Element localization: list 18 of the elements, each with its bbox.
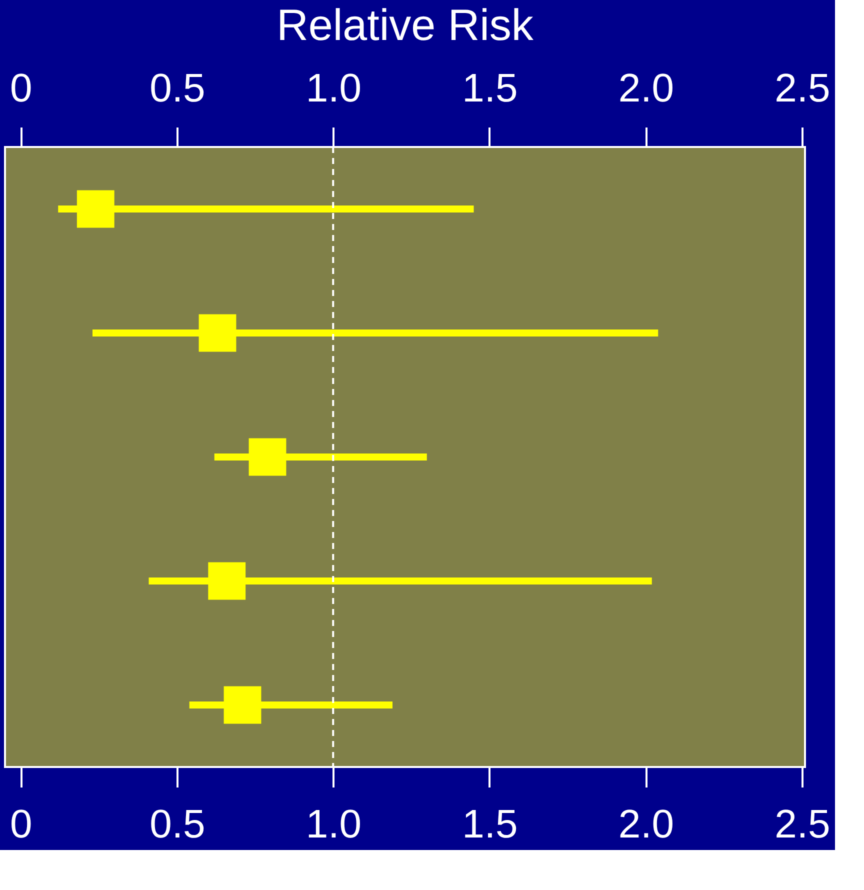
x-tick-label: 0.5 — [150, 802, 206, 846]
point — [76, 190, 114, 228]
x2-tick-label: 1.0 — [306, 66, 362, 110]
point — [248, 438, 286, 476]
x2-tick-label: 0 — [10, 66, 32, 110]
x-tick-label: 1.5 — [462, 802, 518, 846]
x-tick-label: 2.0 — [618, 802, 674, 846]
x2-tick-label: 2.0 — [618, 66, 674, 110]
x2-tick-label: 2.5 — [774, 66, 830, 110]
point — [198, 314, 236, 352]
x-tick-label: 0 — [10, 802, 32, 846]
x-tick-label: 1.0 — [306, 802, 362, 846]
chart-title: Relative Risk — [276, 1, 534, 50]
x2-tick-label: 0.5 — [150, 66, 206, 110]
x2-tick-label: 1.5 — [462, 66, 518, 110]
point — [224, 686, 262, 724]
point — [208, 562, 246, 600]
x-tick-label: 2.5 — [774, 802, 830, 846]
